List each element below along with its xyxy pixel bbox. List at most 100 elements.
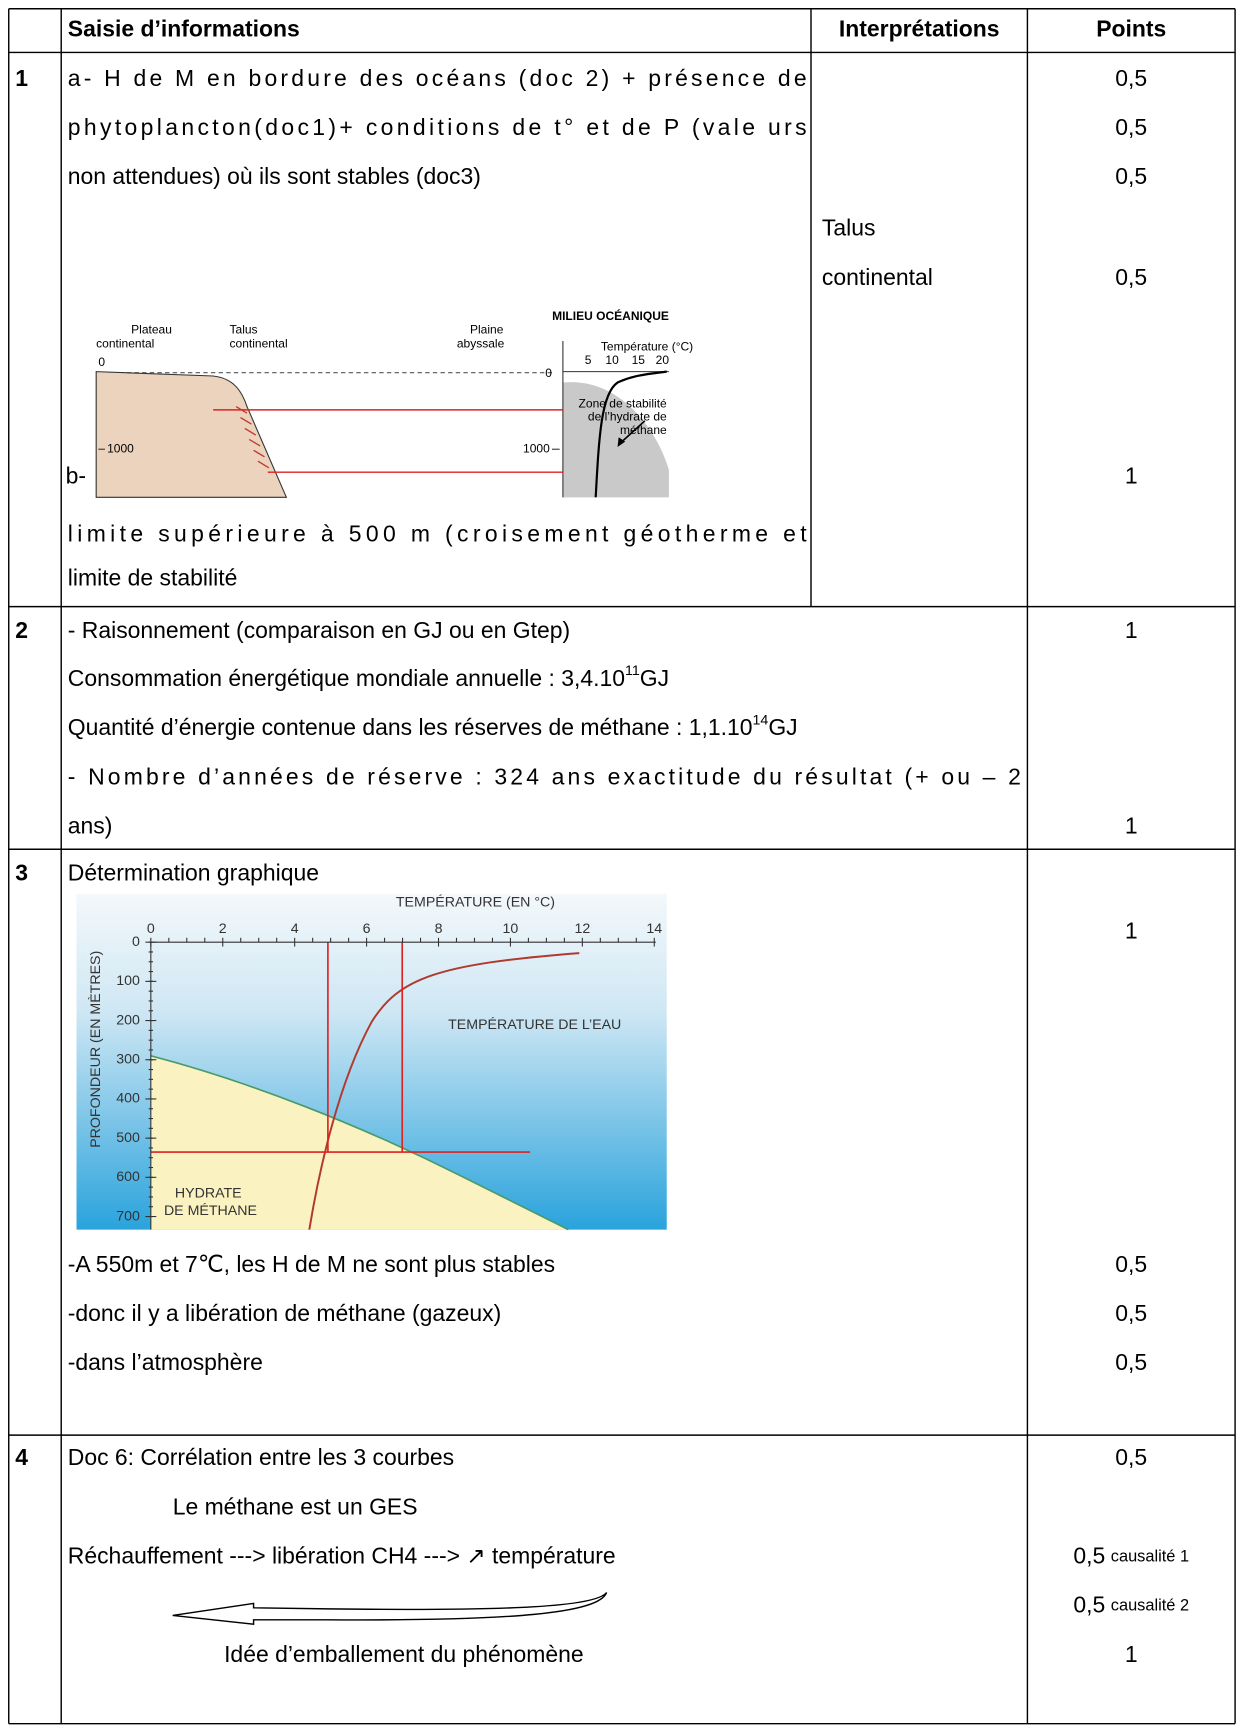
figure-label: abyssale <box>457 336 505 350</box>
points: 0,5 <box>1115 264 1147 290</box>
text: Consommation énergétique mondiale annuel… <box>68 665 625 691</box>
row-number: 2 <box>15 617 28 643</box>
zone-label: méthane <box>620 423 667 437</box>
row-number: 1 <box>15 65 28 91</box>
row-number: 3 <box>15 859 28 885</box>
figure-label: Plateau <box>131 322 172 336</box>
content-line: -A 550m et 7℃, les H de M ne sont plus s… <box>68 1251 555 1277</box>
points: 1 <box>1125 812 1138 838</box>
y-tick-label: 200 <box>116 1012 140 1028</box>
y-tick-label: 500 <box>116 1130 140 1146</box>
table-grid <box>8 8 1236 1725</box>
content-line: Consommation énergétique mondiale annuel… <box>68 663 669 691</box>
row-number: 4 <box>15 1444 28 1470</box>
content-line: - Nombre d’années de réserve : 324 ans e… <box>68 763 1021 789</box>
y-tick-label: 100 <box>116 973 140 989</box>
exponent: 14 <box>753 712 769 728</box>
zone-label: Zone de stabilité <box>579 397 667 411</box>
points: 1 <box>1125 1641 1138 1667</box>
x-tick-label: 6 <box>363 921 371 937</box>
x-tick-label: 0 <box>147 921 155 937</box>
points: 0,5 causalité 2 <box>1073 1592 1189 1618</box>
points-note: causalité 1 <box>1111 1548 1189 1566</box>
x-tick-label: 14 <box>646 921 662 937</box>
tick-label: 20 <box>656 353 670 367</box>
y-tick-label: 400 <box>116 1091 140 1107</box>
content-line: ans) <box>68 812 113 838</box>
points-value: 0,5 <box>1073 1592 1105 1618</box>
points: 1 <box>1125 917 1138 943</box>
exponent: 11 <box>625 663 640 679</box>
figure-label: Plaine <box>470 322 504 336</box>
stability-graph-figure: TEMPÉRATURE (EN °C) 0 2 4 6 8 10 12 14 0 100 200 300… <box>76 894 667 1231</box>
figure-title: MILIEU OCÉANIQUE <box>552 308 669 323</box>
y-tick-label: 700 <box>116 1208 140 1224</box>
depth-label: 0 <box>98 355 105 369</box>
depth-label: 1000 <box>107 441 134 455</box>
text: Quantité d’énergie contenue dans les rés… <box>68 714 753 740</box>
header-cell: Interprétations <box>839 16 1000 42</box>
figure-label: continental <box>230 336 288 350</box>
content-line: - Raisonnement (comparaison en GJ ou en … <box>68 617 570 643</box>
x-tick-label: 12 <box>574 921 590 937</box>
points: 0,5 causalité 1 <box>1073 1543 1189 1569</box>
points: 1 <box>1125 617 1138 643</box>
content-line: limite de stabilité <box>68 564 238 590</box>
content-line: limite supérieure à 500 m (croisement gé… <box>68 521 807 547</box>
depth-label: 0 <box>545 366 552 380</box>
content-line: Idée d’emballement du phénomène <box>224 1641 584 1667</box>
interpretation: continental <box>822 264 933 290</box>
points: 0,5 <box>1115 1349 1147 1375</box>
axis-title: TEMPÉRATURE (EN °C) <box>396 894 555 911</box>
points: 0,5 <box>1115 65 1147 91</box>
content-line: phytoplancton(doc1)+ conditions de t° et… <box>68 114 807 140</box>
header-cell: Points <box>1096 16 1166 42</box>
region-label: HYDRATE <box>175 1185 242 1201</box>
points: 0,5 <box>1115 1251 1147 1277</box>
content-line: Réchauffement ---> libération CH4 ---> ↗… <box>68 1543 616 1569</box>
points: 0,5 <box>1115 114 1147 140</box>
content-line: -donc il y a libération de méthane (gaze… <box>68 1300 502 1326</box>
content-line: Le méthane est un GES <box>173 1493 418 1519</box>
x-tick-label: 8 <box>435 921 443 937</box>
figure-label: continental <box>96 336 154 350</box>
points: 0,5 <box>1115 1300 1147 1326</box>
figure-label: Talus <box>230 322 258 336</box>
content-line: -dans l’atmosphère <box>68 1349 263 1375</box>
y-tick-label: 0 <box>132 934 140 950</box>
x-tick-label: 10 <box>503 921 519 937</box>
points: 0,5 <box>1115 1444 1147 1470</box>
ocean-profile-figure: PlateaucontinentalTaluscontinentalPlaine… <box>95 308 693 498</box>
interpretation: Talus <box>822 215 876 241</box>
content-line: non attendues) où ils sont stables (doc3… <box>68 163 481 189</box>
content-line: a- H de M en bordure des océans (doc 2) … <box>68 65 807 91</box>
points-value: 0,5 <box>1115 1444 1147 1470</box>
content-line: Quantité d’énergie contenue dans les rés… <box>68 712 798 740</box>
x-tick-label: 2 <box>219 921 227 937</box>
region-label: DE MÉTHANE <box>164 1202 257 1219</box>
unit: GJ <box>640 665 669 691</box>
content-line: Doc 6: Corrélation entre les 3 courbes <box>68 1444 454 1470</box>
arrow <box>172 1592 608 1625</box>
zone-label: de l’hydrate de <box>588 410 667 424</box>
curve-label: TEMPÉRATURE DE L’EAU <box>448 1016 621 1033</box>
tick-label: 15 <box>632 353 646 367</box>
points-note: causalité 2 <box>1111 1597 1189 1615</box>
points-value: 0,5 <box>1073 1543 1105 1569</box>
points: 0,5 <box>1115 163 1147 189</box>
header-cell: Saisie d’informations <box>68 16 300 42</box>
content-line: b- <box>66 463 86 489</box>
x-tick-label: 4 <box>291 921 299 937</box>
y-tick-label: 600 <box>116 1169 140 1185</box>
y-tick-label: 300 <box>116 1052 140 1068</box>
depth-label: 1000 <box>523 441 550 455</box>
tick-label: 5 <box>585 353 592 367</box>
points-value: 1 <box>1125 1641 1138 1667</box>
content-line: Détermination graphique <box>68 859 319 885</box>
axis-label: Température (°C) <box>601 340 693 354</box>
points: 1 <box>1125 463 1138 489</box>
unit: GJ <box>768 714 797 740</box>
tick-label: 10 <box>605 353 619 367</box>
